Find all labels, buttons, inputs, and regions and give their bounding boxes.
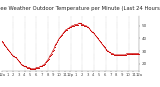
Text: Milwaukee Weather Outdoor Temperature per Minute (Last 24 Hours): Milwaukee Weather Outdoor Temperature pe… [0, 6, 160, 11]
